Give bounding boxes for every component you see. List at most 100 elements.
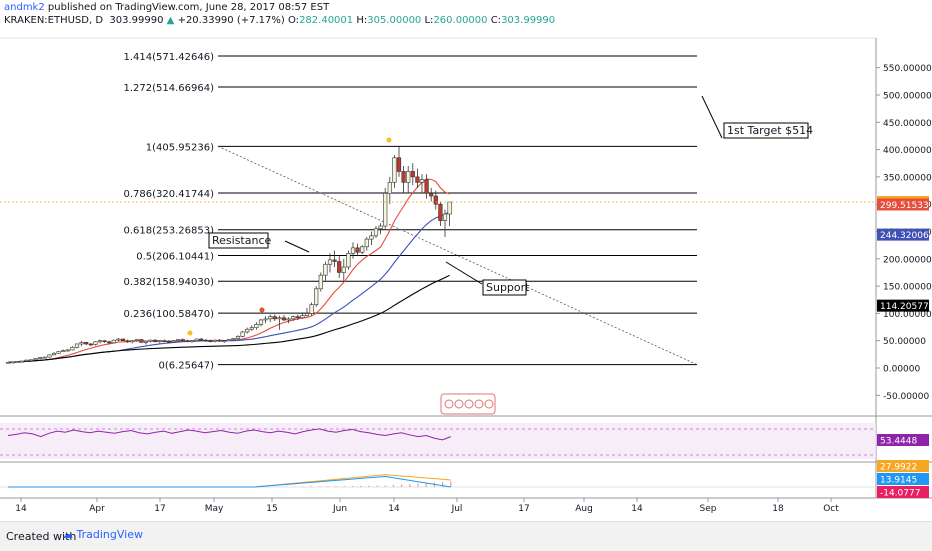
high-label: H: [356,15,368,26]
candle-body [107,341,112,344]
high-value: 305.00000 [367,15,422,26]
time-tick-label: Apr [89,504,105,514]
candle-body [291,316,296,320]
candle-body [314,288,319,305]
annotations[interactable]: Resistance Support 1st Target $514 [187,95,814,336]
close-label: C: [490,15,502,26]
candle-body [217,339,222,342]
candle-body [74,343,80,348]
macd-tag-label: -14.0777 [880,489,920,499]
candle-body [180,339,185,342]
price-tick-label: 500.00000 [883,92,932,102]
candle-body [185,340,190,343]
candle-body [245,328,250,333]
candle-body [424,179,429,194]
candle-body [70,346,75,351]
candle-body [332,259,337,262]
candle-body [263,318,268,321]
candle-body [42,356,47,359]
price-tag-label: 114.20577 [880,302,929,312]
candle-body [97,340,103,343]
publisher-name[interactable]: andmk2 [4,2,45,13]
target-label: 1st Target $514 [727,124,813,137]
target-arrow [701,95,723,139]
candle-body [143,340,149,343]
candle-body [281,317,287,321]
resistance-arrow [284,240,310,253]
candle-body [433,195,438,205]
price-tick-label: 0.00000 [883,365,920,375]
signal-dot [187,330,193,336]
fib-label: 0.5(206.10441) [136,251,214,262]
earnings-markers [440,393,496,415]
time-tick-label: 15 [266,504,277,514]
chart-area[interactable]: 1.414(571.42646) 1.272(514.66964) 1(405.95… [0,0,932,521]
open-value: 282.40001 [299,15,354,26]
signal-dot [386,137,392,143]
rsi-pane-background [0,423,876,459]
candle-body [258,319,264,325]
candle-body [19,360,24,363]
candle-body [24,359,29,362]
candle-body [134,339,139,342]
candle-body [5,361,11,364]
candle-body [277,317,282,320]
candle-body [387,182,392,194]
fib-label: 1(405.95236) [146,142,214,153]
fib-label: 1.272(514.66964) [123,83,214,94]
candle-body [51,352,57,356]
footer-bar: Created with ☁ TradingView [0,521,932,551]
candle-body [102,340,107,343]
macd-tag-box [877,486,929,498]
candle-body [327,259,333,265]
fib-label: 1.414(571.42646) [123,52,214,63]
rsi-bands [0,428,876,456]
candle-body [396,157,402,172]
candle-body [254,324,259,328]
fib-label: 0.382(158.94030) [123,277,214,288]
signal-dot [259,307,265,313]
time-axis[interactable]: 14 Apr 17 May 15 Jun 14 Jul 17 Aug 14 Sep 18 Oct [15,498,839,514]
symbol-info: KRAKEN:ETHUSD, D 303.99990 ▲ +20.33990 (… [4,15,555,26]
price-tag-box [877,228,929,241]
candle-body [337,261,342,273]
price-tags: 303.99990299.51533244.32006114.2057753.4… [0,196,929,499]
ma-black-line [7,274,450,363]
candles [5,146,452,364]
support-arrow [445,261,483,285]
last-price: 303.99990 [109,15,164,26]
support-box [482,279,527,296]
candle-body [176,339,181,342]
macd-line [8,475,451,488]
candle-body [383,192,388,227]
tradingview-logo[interactable]: ☁ TradingView [62,528,143,541]
candle-body [120,338,126,342]
candle-body [56,351,61,354]
time-tick-label: May [205,504,224,514]
candle-body [295,316,300,319]
candle-body [38,357,43,359]
candle-body [79,342,84,345]
candle-body [419,179,425,183]
price-tick-label: 400.00000 [883,146,932,156]
time-tick-label: 17 [154,504,165,514]
candle-body [438,203,443,221]
price-change: +20.33990 (+7.17%) [177,15,285,26]
candle-body [47,354,52,358]
candle-body [235,336,241,339]
event-markers[interactable] [440,393,496,415]
candle-body [369,235,374,240]
candle-body [406,171,411,183]
candle-body [166,340,172,343]
time-tick-label: 18 [772,504,784,514]
open-label: O: [287,15,300,26]
candle-body [323,263,328,276]
candle-body [378,225,383,230]
candle-body [203,339,208,342]
grid-lines [0,37,932,499]
price-tick-label: 50.00000 [883,337,926,347]
candle-body [33,358,38,361]
price-tick-label: 150.00000 [883,283,932,293]
candle-body [226,339,231,342]
fib-label: 0.618(253.26853) [123,226,214,237]
